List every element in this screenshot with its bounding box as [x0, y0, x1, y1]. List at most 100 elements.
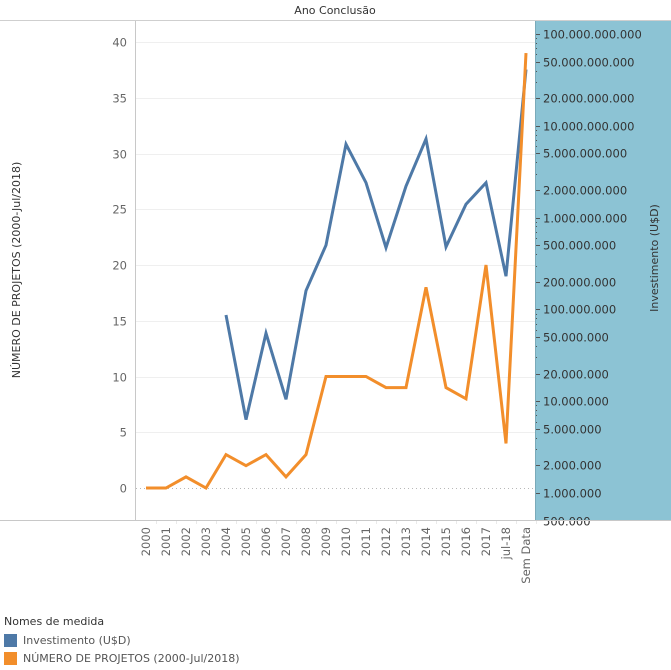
left-tick-label: 30: [112, 148, 127, 162]
x-tick-label: 2000: [139, 527, 153, 556]
legend-item-numero-projetos[interactable]: NÚMERO DE PROJETOS (2000-Jul/2018): [4, 649, 240, 667]
x-tick-label: 2006: [259, 527, 273, 556]
point-investimento-2015[interactable]: [443, 244, 449, 250]
right-tick-label: 2.000.000: [543, 459, 602, 473]
x-tick-label: Sem Data: [519, 527, 533, 584]
right-tick-label: 200.000.000: [543, 276, 616, 290]
x-tick-label: 2008: [299, 527, 313, 556]
right-tick-label: 100.000.000.000: [543, 28, 642, 42]
point-numero-projetos-2016[interactable]: [463, 396, 469, 402]
left-axis-title: NÚMERO DE PROJETOS (2000-Jul/2018): [10, 162, 23, 379]
point-investimento-2016[interactable]: [463, 201, 469, 207]
right-axis-title: Investimento (U$D): [648, 204, 661, 312]
point-investimento-2008[interactable]: [303, 288, 309, 294]
x-tick-label: 2001: [159, 527, 173, 556]
point-numero-projetos-2005[interactable]: [243, 463, 249, 469]
x-axis-ticks: 2000 2001 2002 2003 2004 2005 2006 2007 2008 2009…: [139, 520, 537, 584]
legend-label-investimento: Investimento (U$D): [23, 633, 131, 647]
left-axis-ticks: 0 5 10 15 20 25 30 35 40: [112, 36, 127, 496]
legend-swatch-numero-projetos: [4, 651, 17, 665]
x-tick-label: 2015: [439, 527, 453, 556]
left-tick-label: 0: [120, 482, 127, 496]
legend-swatch-investimento: [4, 633, 17, 647]
point-investimento-2009[interactable]: [323, 242, 329, 248]
point-investimento-2006[interactable]: [263, 330, 269, 336]
point-investimento-2012[interactable]: [383, 245, 389, 251]
left-tick-label: 35: [112, 92, 127, 106]
point-numero-projetos-2012[interactable]: [383, 385, 389, 391]
point-numero-projetos-2014[interactable]: [423, 284, 429, 290]
left-tick-label: 15: [112, 315, 127, 329]
chart-title: Ano Conclusão: [294, 4, 376, 17]
x-tick-label: 2005: [239, 527, 253, 556]
point-investimento-jul-18[interactable]: [503, 273, 509, 279]
right-tick-label: 2.000.000.000: [543, 184, 627, 198]
x-tick-label: 2002: [179, 527, 193, 556]
right-tick-label: 50.000.000: [543, 331, 609, 345]
point-numero-projetos-2004[interactable]: [223, 452, 229, 458]
right-tick-label: 20.000.000.000: [543, 92, 634, 106]
point-numero-projetos-2015[interactable]: [443, 385, 449, 391]
left-tick-label: 10: [112, 371, 127, 385]
point-numero-projetos-2009[interactable]: [323, 374, 329, 380]
point-numero-projetos-2003[interactable]: [203, 485, 209, 491]
right-tick-label: 10.000.000.000: [543, 120, 634, 134]
left-tick-label: 20: [112, 259, 127, 273]
right-tick-label: 1.000.000: [543, 487, 602, 501]
x-tick-label: 2012: [379, 527, 393, 556]
series-line-numero-projetos[interactable]: [146, 53, 528, 491]
left-tick-label: 25: [112, 203, 127, 217]
x-tick-label: 2004: [219, 527, 233, 556]
right-tick-label: 20.000.000: [543, 368, 609, 382]
left-tick-label: 5: [120, 426, 127, 440]
point-investimento-2014[interactable]: [423, 136, 429, 142]
x-tick-label: 2016: [459, 527, 473, 556]
x-tick-label: 2011: [359, 527, 373, 556]
point-investimento-2017[interactable]: [483, 180, 489, 186]
right-tick-label: 500.000.000: [543, 239, 616, 253]
right-tick-label: 1.000.000.000: [543, 212, 627, 226]
point-numero-projetos-2002[interactable]: [183, 474, 189, 480]
x-tick-label: 2003: [199, 527, 213, 556]
x-tick-label: 2017: [479, 527, 493, 556]
point-numero-projetos-2006[interactable]: [263, 452, 269, 458]
x-tick-label: 2014: [419, 527, 433, 556]
right-tick-label: 10.000.000: [543, 395, 609, 409]
point-numero-projetos-sem-data[interactable]: [523, 50, 529, 56]
series-lines: [143, 50, 529, 491]
point-numero-projetos-2007[interactable]: [283, 474, 289, 480]
x-tick-label: 2013: [399, 527, 413, 556]
right-tick-label: 50.000.000.000: [543, 56, 634, 70]
right-tick-label: 5.000.000.000: [543, 147, 627, 161]
legend-item-investimento[interactable]: Investimento (U$D): [4, 631, 240, 649]
right-tick-label: 100.000.000: [543, 303, 616, 317]
point-investimento-2004[interactable]: [223, 312, 229, 318]
x-tick-label: jul-18: [499, 527, 513, 560]
x-tick-label: 2007: [279, 527, 293, 556]
point-numero-projetos-jul-18[interactable]: [503, 440, 509, 446]
x-tick-label: 2009: [319, 527, 333, 556]
point-investimento-2007[interactable]: [283, 396, 289, 402]
point-numero-projetos-2013[interactable]: [403, 385, 409, 391]
point-numero-projetos-2001[interactable]: [163, 485, 169, 491]
legend-title: Nomes de medida: [4, 615, 105, 628]
x-tick-label: 2010: [339, 527, 353, 556]
right-axis-ticks: 500.000 1.000.000 2.000.000 5.000.000 10.000…: [536, 28, 642, 529]
left-tick-label: 40: [112, 36, 127, 50]
right-tick-label: 500.000: [543, 515, 591, 529]
gridlines: [136, 42, 535, 489]
legend: Nomes de medida Investimento (U$D) NÚMER…: [4, 615, 240, 667]
point-investimento-2011[interactable]: [363, 180, 369, 186]
series-line-investimento[interactable]: [224, 69, 528, 420]
point-numero-projetos-2017[interactable]: [483, 262, 489, 268]
point-investimento-2013[interactable]: [403, 183, 409, 189]
point-numero-projetos-2011[interactable]: [363, 374, 369, 380]
point-investimento-2010[interactable]: [343, 141, 349, 147]
right-tick-label: 5.000.000: [543, 423, 602, 437]
point-numero-projetos-2000[interactable]: [143, 485, 149, 491]
point-investimento-2005[interactable]: [243, 417, 249, 423]
point-numero-projetos-2008[interactable]: [303, 452, 309, 458]
right-axis-panel: [535, 21, 671, 520]
point-numero-projetos-2010[interactable]: [343, 374, 349, 380]
